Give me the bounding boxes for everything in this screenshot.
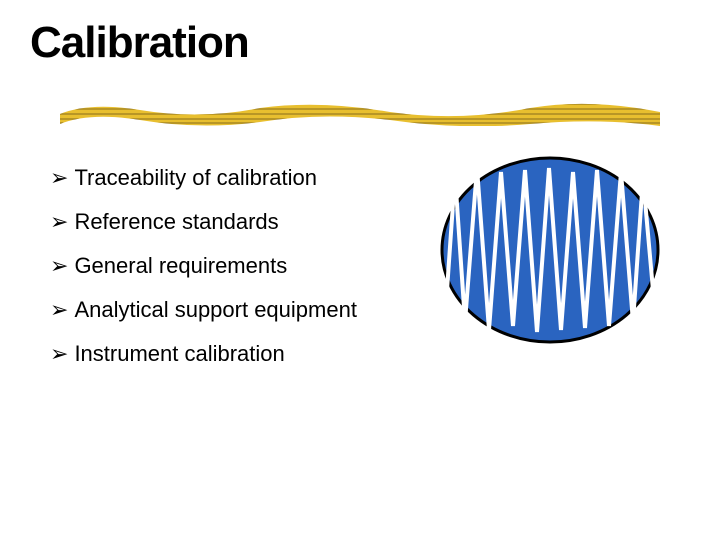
bullet-arrow-icon: ➢ — [50, 167, 68, 189]
bullet-arrow-icon: ➢ — [50, 343, 68, 365]
bullet-text: Instrument calibration — [74, 341, 284, 367]
bullet-text: Traceability of calibration — [74, 165, 317, 191]
bullet-item: ➢ Instrument calibration — [50, 341, 410, 367]
bullet-item: ➢ Reference standards — [50, 209, 410, 235]
bullet-list: ➢ Traceability of calibration ➢ Referenc… — [50, 165, 410, 385]
bullet-item: ➢ General requirements — [50, 253, 410, 279]
bullet-arrow-icon: ➢ — [50, 255, 68, 277]
bullet-arrow-icon: ➢ — [50, 211, 68, 233]
oscilloscope-icon — [435, 150, 665, 350]
divider-brush — [60, 100, 660, 126]
bullet-text: Reference standards — [74, 209, 278, 235]
bullet-text: General requirements — [74, 253, 287, 279]
bullet-arrow-icon: ➢ — [50, 299, 68, 321]
bullet-item: ➢ Traceability of calibration — [50, 165, 410, 191]
bullet-text: Analytical support equipment — [74, 297, 357, 323]
bullet-item: ➢ Analytical support equipment — [50, 297, 410, 323]
slide-title: Calibration — [30, 18, 249, 68]
slide: Calibration ➢ Traceability of calibratio… — [0, 0, 720, 540]
